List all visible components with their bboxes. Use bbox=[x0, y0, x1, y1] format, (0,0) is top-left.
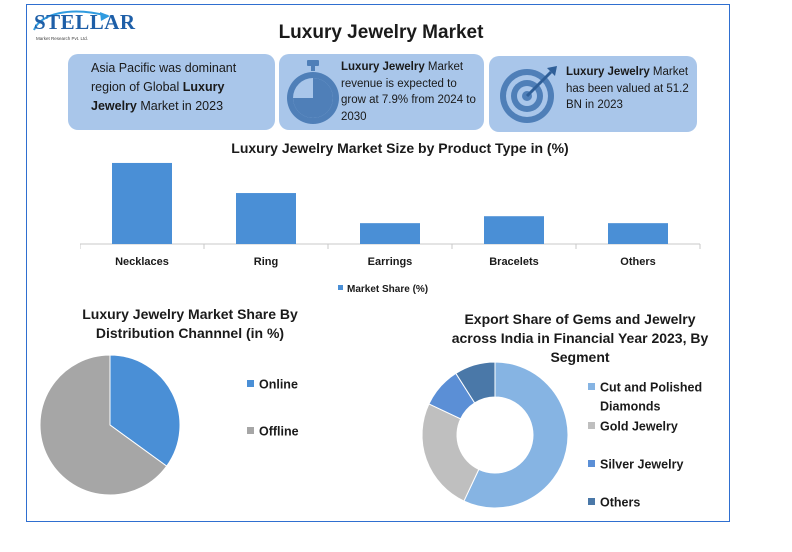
legend-swatch bbox=[588, 383, 595, 391]
card-text-bold: Luxury Jewelry bbox=[341, 61, 425, 73]
card-text-post: Market in 2023 bbox=[136, 99, 224, 113]
slice-online bbox=[109, 354, 181, 467]
infographic-frame bbox=[26, 4, 730, 522]
info-card-region: Asia Pacific was dominant region of Glob… bbox=[68, 54, 275, 130]
legend-swatch bbox=[588, 422, 595, 430]
card-text: Luxury Jewelry Market revenue is expecte… bbox=[341, 59, 481, 125]
legend-item: Silver Jewelry bbox=[588, 455, 725, 474]
x-tick-label: Ring bbox=[254, 256, 278, 268]
donut-chart bbox=[421, 361, 569, 509]
x-tick-label: Necklaces bbox=[115, 256, 169, 268]
legend-item: Cut and Polished Diamonds bbox=[588, 378, 725, 415]
legend-item: Others bbox=[588, 493, 725, 512]
page-title: Luxury Jewelry Market bbox=[278, 22, 484, 43]
legend-label: Gold Jewelry bbox=[600, 419, 678, 434]
card-text-pre: Asia Pacific was dominant region of Glob… bbox=[91, 61, 237, 94]
card-text-post: Market revenue is expected to grow at 7.… bbox=[341, 61, 476, 123]
legend-swatch bbox=[338, 285, 343, 290]
bar-others bbox=[608, 223, 668, 244]
info-card-valuation: Luxury Jewelry Market has been valued at… bbox=[489, 56, 697, 132]
donut-chart-title: Export Share of Gems and Jewelry across … bbox=[451, 311, 709, 365]
legend-label: Others bbox=[600, 495, 641, 510]
logo-wordmark: STELLAR bbox=[34, 10, 136, 34]
logo-subtext: Market Research Pvt. Ltd. bbox=[36, 36, 89, 41]
slice-others bbox=[455, 361, 496, 404]
bar-legend: Market Share (%) bbox=[338, 284, 428, 295]
legend-label: Market Share (%) bbox=[347, 284, 428, 295]
legend-label: Cut and Polished Diamonds bbox=[600, 380, 703, 414]
legend-swatch bbox=[247, 427, 254, 435]
x-tick-label: Others bbox=[620, 256, 655, 268]
legend-swatch bbox=[247, 380, 254, 388]
slice-cut-and-polished-diamonds bbox=[463, 361, 569, 509]
slice-gold-jewelry bbox=[421, 403, 480, 502]
card-text: Luxury Jewelry Market has been valued at… bbox=[566, 64, 694, 114]
bar-earrings bbox=[360, 223, 420, 244]
slice-offline bbox=[39, 354, 168, 496]
bar-chart: Necklaces Ring Earrings Bracelets Others Mark… bbox=[80, 162, 701, 295]
bar-bracelets bbox=[484, 216, 544, 244]
legend-swatch bbox=[588, 498, 595, 506]
legend-item: Online bbox=[247, 377, 298, 392]
legend-swatch bbox=[588, 460, 595, 468]
bar-ring bbox=[236, 193, 296, 244]
pie-chart bbox=[39, 354, 181, 496]
x-tick-label: Bracelets bbox=[489, 256, 539, 268]
card-text-bold: Luxury Jewelry bbox=[91, 80, 225, 113]
pie-chart-title: Luxury Jewelry Market Share By Distribut… bbox=[82, 306, 298, 341]
legend-label: Offline bbox=[259, 424, 299, 439]
card-text-post: Market has been valued at 51.2 BN in 202… bbox=[566, 66, 689, 111]
card-text-bold: Luxury Jewelry bbox=[566, 66, 650, 78]
legend-item: Gold Jewelry bbox=[588, 417, 725, 436]
bar-necklaces bbox=[112, 162, 172, 244]
info-card-growth: Luxury Jewelry Market revenue is expecte… bbox=[279, 54, 484, 130]
stellar-logo: STELLAR Market Research Pvt. Ltd. bbox=[30, 10, 135, 46]
legend-item: Offline bbox=[247, 424, 299, 439]
legend-label: Silver Jewelry bbox=[600, 457, 684, 472]
bar-chart-title: Luxury Jewelry Market Size by Product Ty… bbox=[231, 140, 569, 156]
legend-label: Online bbox=[259, 377, 298, 392]
logo-swoosh-icon bbox=[33, 10, 110, 31]
target-icon bbox=[500, 66, 557, 123]
stopwatch-icon bbox=[287, 60, 339, 124]
x-tick-label: Earrings bbox=[368, 256, 413, 268]
